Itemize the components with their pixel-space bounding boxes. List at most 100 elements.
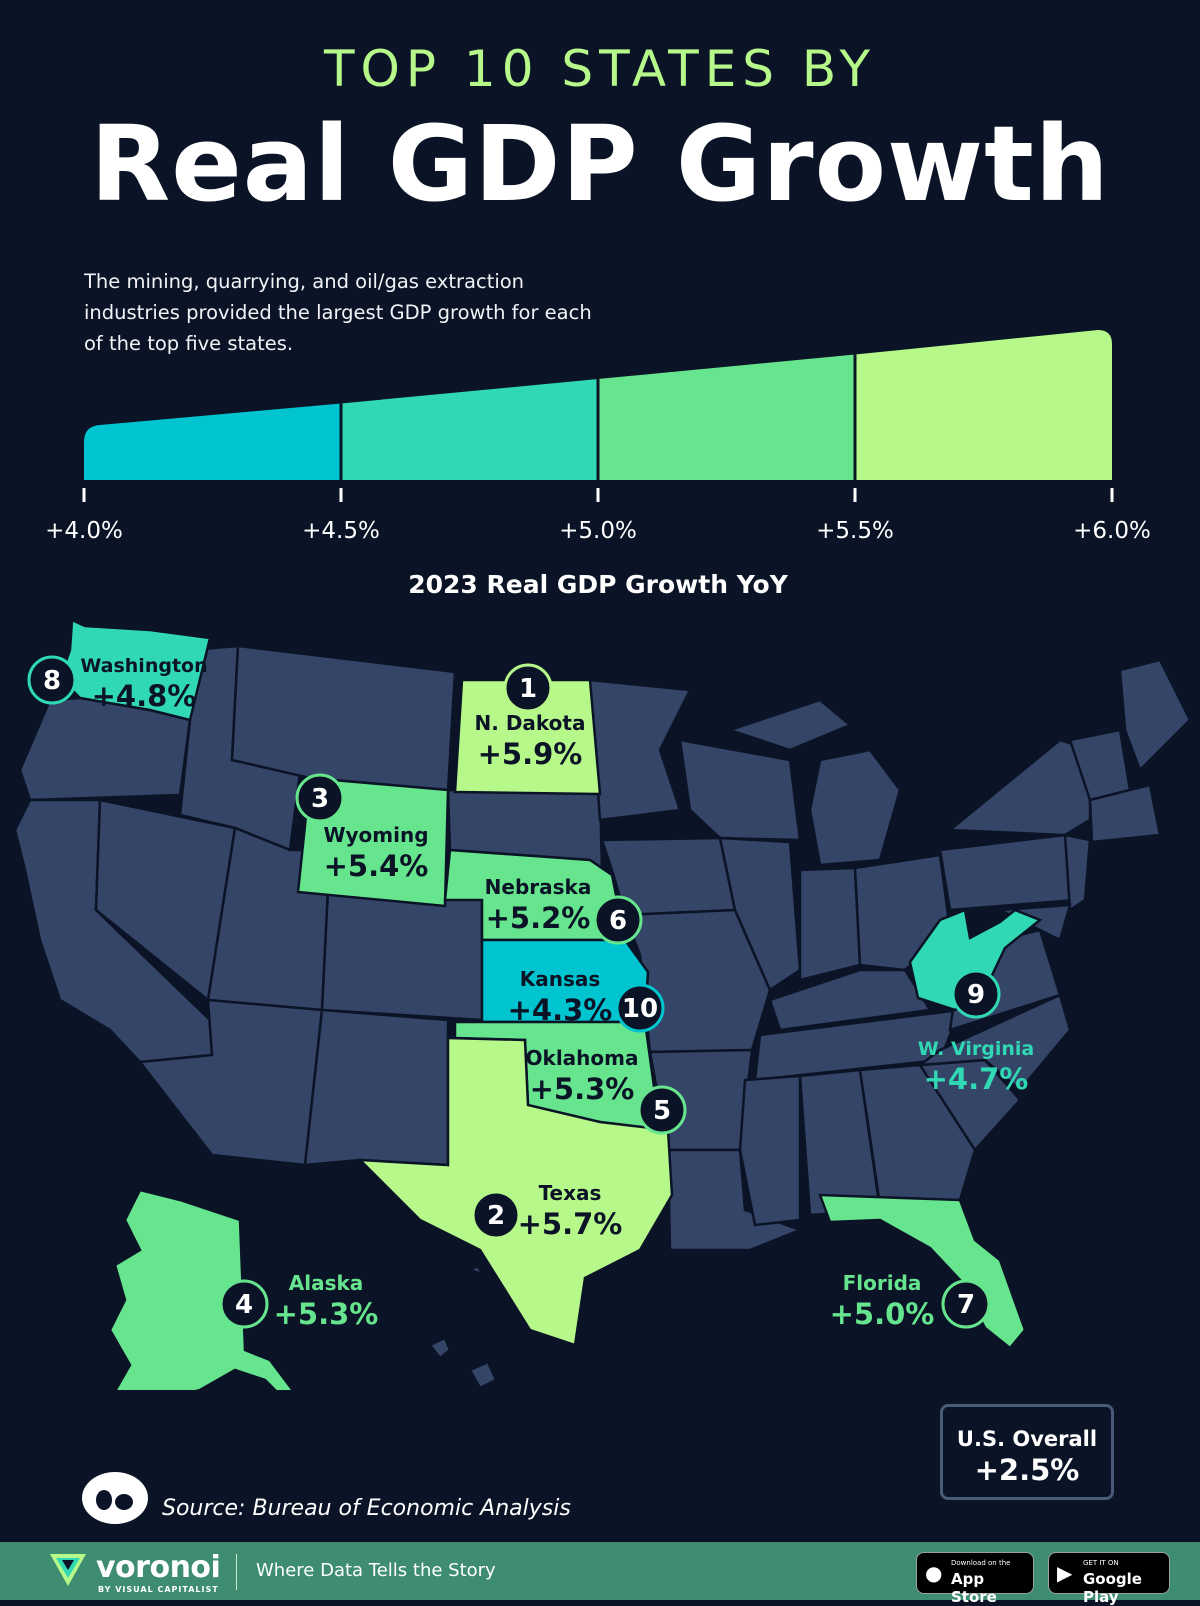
state-georgia [858,1063,977,1207]
state-value-label: +5.3% [530,1072,635,1106]
rank-badge: 1 [503,663,553,713]
rank-badge: 6 [593,895,643,945]
state-mass-ct-ri [1088,783,1162,844]
state-mississippi [738,1074,802,1227]
kicker-title: TOP 10 STATES BY [323,40,877,98]
rank-badge-circle [941,1279,991,1329]
play-icon: ▶ [1057,1561,1073,1585]
scale-band [598,354,855,480]
rank-badge: 7 [941,1279,991,1329]
scale-band [84,403,341,480]
scale-band [855,330,1112,480]
highlighted-states [58,618,1043,1390]
rank-number: 1 [519,674,537,704]
rank-badge: 4 [219,1279,269,1329]
rank-badge: 9 [951,969,1001,1019]
rank-badge-circle [503,663,553,713]
rank-badge: 3 [295,773,345,823]
state-name-label: Alaska [289,1271,364,1295]
voronoi-brand-icon [50,1554,86,1586]
brand-name: voronoi [96,1550,221,1585]
state-maine [1118,658,1192,773]
state-new-york [946,738,1092,837]
state-new-mexico [303,1008,450,1167]
rank-badge: 8 [27,655,77,705]
rank-badge-circle [593,895,643,945]
rank-badge: 10 [615,983,665,1033]
voronoi-logo-icon [82,1472,148,1524]
state-value-label: +5.0% [830,1297,935,1331]
rank-number: 10 [622,994,658,1024]
state-value-label: +5.4% [324,849,429,883]
scale-band [341,379,598,480]
rank-number: 4 [235,1290,253,1320]
rank-number: 8 [43,666,61,696]
state-name-label: Wyoming [323,823,428,847]
state-illinois [718,836,802,992]
state-name-label: Oklahoma [526,1046,639,1070]
state-name-label: Texas [539,1181,602,1205]
state-value-label: +5.9% [478,737,583,771]
state-pennsylvania [938,833,1077,912]
state-value-label: +5.3% [274,1297,379,1331]
state-name-label: Washington [80,655,207,677]
rank-number: 3 [311,784,329,814]
state-value-label: +5.2% [486,901,591,935]
state-value-label: +4.8% [92,679,197,713]
us-overall-value: +2.5% [974,1453,1080,1487]
state-name-label: N. Dakota [475,711,586,735]
rank-number: 6 [609,906,627,936]
rank-badge-circle [637,1085,687,1135]
state-value-label: +4.7% [924,1062,1029,1096]
state-name-label: W. Virginia [918,1038,1034,1060]
scale-ticks: +4.0% +4.5% +5.0% +5.5% +6.0% [45,488,1151,544]
main-title: Real GDP Growth [90,103,1110,225]
google-play-button[interactable]: ▶ GET IT ON Google Play [1048,1552,1170,1606]
brand-subline: BY VISUAL CAPITALIST [98,1585,219,1594]
apple-icon: ● [925,1561,943,1585]
rank-badge-circle [615,983,665,1033]
rank-number: 2 [487,1201,505,1231]
tagline: Where Data Tells the Story [256,1560,496,1581]
rank-number: 5 [653,1096,671,1126]
app-store-small-text: Download on the [951,1559,1011,1567]
rank-badge-circle [471,1190,521,1240]
state-minnesota [588,678,692,822]
scale-title: 2023 Real GDP Growth YoY [408,570,788,599]
us-overall-box: U.S. Overall +2.5% [940,1404,1114,1500]
footer-divider [236,1554,237,1590]
color-scale-legend: +4.0% +4.5% +5.0% +5.5% +6.0% 2023 Real GDP … [45,330,1151,599]
state-wisconsin [678,738,802,842]
scale-tick-label: +4.0% [45,518,123,544]
scale-bands [84,330,1112,480]
state-new-jersey [1063,833,1092,913]
state-montana [230,644,457,792]
state-name-label: Florida [843,1271,922,1295]
google-play-text: Google Play [1083,1570,1142,1606]
us-map: N. Dakota+5.9% Texas+5.7% Wyoming+5.4% Alas… [13,618,1192,1390]
state-texas [356,1036,674,1347]
state-indiana [798,866,862,982]
state-value-label: +4.3% [508,993,613,1027]
rank-badge-circle [219,1279,269,1329]
subtitle: The mining, quarrying, and oil/gas extra… [84,270,592,355]
source-note: Source: Bureau of Economic Analysis [162,1496,571,1521]
scale-tick-label: +5.5% [816,518,894,544]
rank-badges: 1 2 3 4 5 6 7 8 9 10 [27,655,1001,1329]
scale-tick-label: +5.0% [559,518,637,544]
scale-tick-label: +6.0% [1073,518,1151,544]
state-florida [818,1193,1027,1350]
scale-tick-label: +4.5% [302,518,380,544]
rank-badge-circle [27,655,77,705]
rank-number: 7 [957,1290,975,1320]
rank-badge-circle [295,773,345,823]
rank-number: 9 [967,980,985,1010]
state-alaska [108,1188,295,1390]
app-store-button[interactable]: ● Download on the App Store [916,1552,1034,1606]
state-name-label: Kansas [520,967,601,991]
us-overall-label: U.S. Overall [956,1427,1098,1451]
state-west-virginia [908,908,1043,1012]
state-hawaii [428,1264,498,1390]
state-michigan [726,698,902,867]
state-value-label: +5.7% [518,1207,623,1241]
